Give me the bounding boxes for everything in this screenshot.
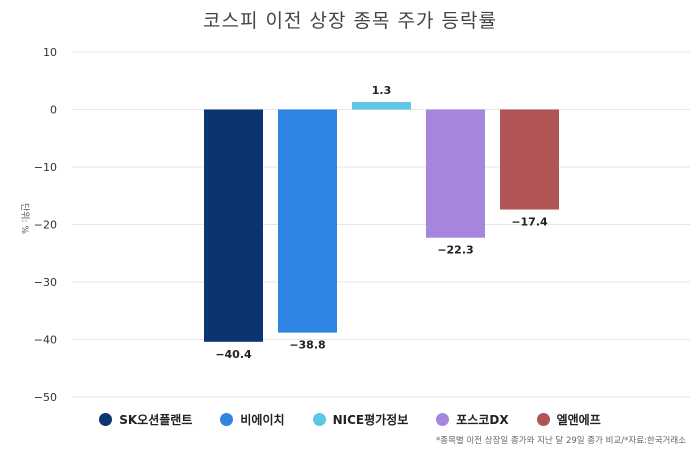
y-tick-label: 10 [43, 46, 57, 59]
legend-label: 포스코DX [456, 413, 509, 427]
legend-item: SK오션플랜트 [99, 411, 192, 428]
data-label: 1.3 [372, 84, 392, 97]
legend-label: SK오션플랜트 [119, 413, 193, 427]
bar [352, 102, 411, 110]
bar [204, 109, 263, 342]
bar [426, 109, 485, 238]
bar [500, 109, 559, 210]
y-tick-label: −20 [34, 219, 57, 232]
chart-footnote: *종목별 이전 상장일 종가와 지난 달 29일 종가 비교/*자료:한국거래소 [436, 436, 686, 446]
data-label: −22.3 [437, 244, 473, 257]
legend-item: NICE평가정보 [312, 411, 409, 428]
y-tick-label: −50 [34, 391, 57, 404]
legend-swatch [536, 413, 550, 426]
y-axis-label: 단위: % [19, 203, 30, 234]
data-label: −40.4 [215, 348, 252, 361]
legend-label: NICE평가정보 [332, 413, 409, 427]
legend-swatch [99, 413, 113, 426]
legend-swatch [436, 413, 450, 426]
bar [278, 109, 337, 333]
legend-item: 포스코DX [436, 411, 509, 428]
chart-title: 코스피 이전 상장 종목 주가 등락률 [203, 10, 497, 32]
legend-item: 엘앤에프 [536, 411, 601, 428]
data-label: −17.4 [511, 216, 548, 229]
legend-label: 비에이치 [240, 413, 285, 427]
y-tick-label: −40 [34, 334, 57, 347]
legend-label: 엘앤에프 [556, 413, 601, 427]
data-label: −38.8 [289, 339, 325, 352]
y-tick-label: −30 [34, 276, 57, 289]
y-tick-label: −10 [34, 161, 57, 174]
bar-chart-plot: 10 0 −10 −20 −30 −40 −50 단위: % −40.4 −38.8 1.3 −22.… [19, 46, 690, 404]
chart-legend: SK오션플랜트 비에이치 NICE평가정보 포스코DX 엘앤에프 [0, 411, 700, 428]
legend-item: 비에이치 [220, 411, 285, 428]
legend-swatch [312, 413, 326, 426]
legend-swatch [220, 413, 234, 426]
y-tick-label: 0 [50, 104, 57, 117]
